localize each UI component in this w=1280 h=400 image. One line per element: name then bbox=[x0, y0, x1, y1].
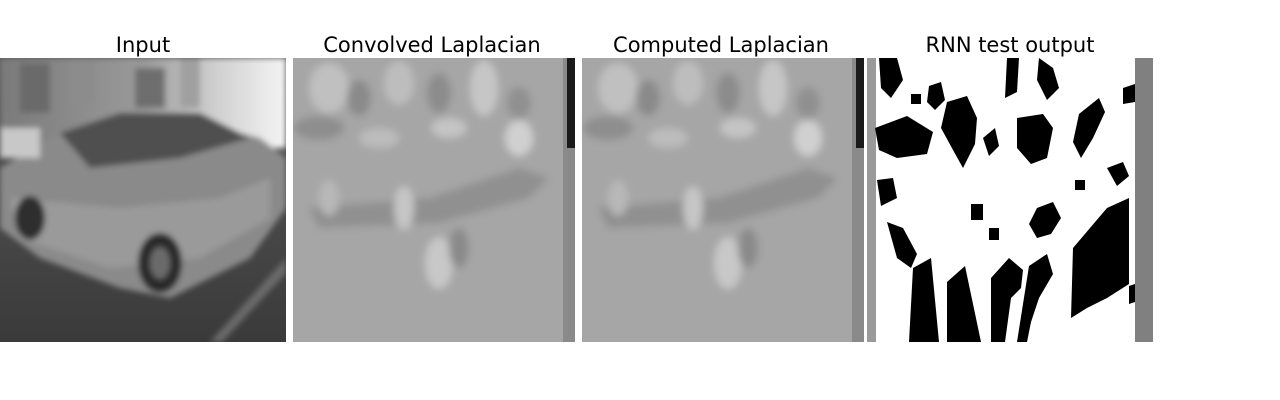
panel-convolved-laplacian: Convolved Laplacian bbox=[289, 32, 575, 342]
panel-title-computed-laplacian: Computed Laplacian bbox=[613, 33, 829, 57]
computed-laplacian-image bbox=[578, 58, 864, 342]
panel-computed-laplacian: Computed Laplacian bbox=[578, 32, 864, 342]
panel-title-rnn-test-output: RNN test output bbox=[925, 33, 1095, 57]
convolved-laplacian-image bbox=[289, 58, 575, 342]
panel-input: Input bbox=[0, 32, 286, 342]
rnn-test-output-image bbox=[867, 58, 1153, 342]
panel-title-input: Input bbox=[115, 33, 171, 57]
panel-rnn-test-output: RNN test output bbox=[867, 32, 1153, 342]
input-image bbox=[0, 58, 286, 342]
panel-title-convolved-laplacian: Convolved Laplacian bbox=[323, 33, 541, 57]
